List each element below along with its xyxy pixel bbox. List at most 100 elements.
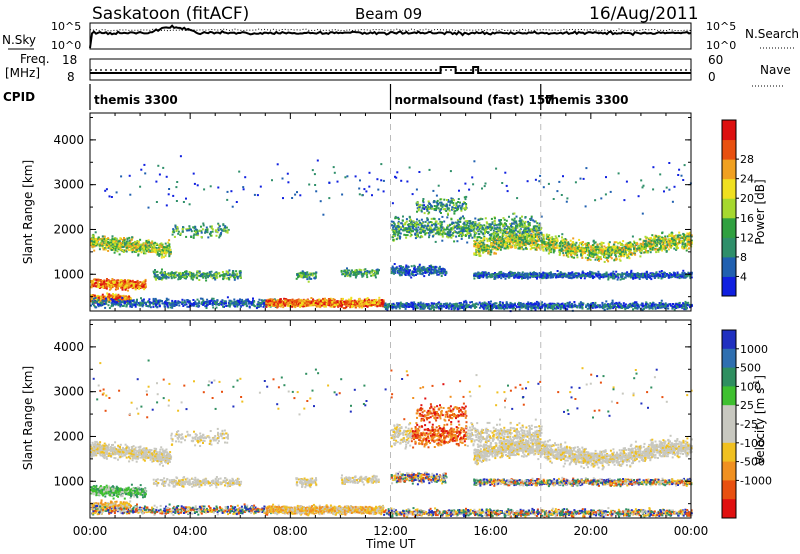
radar-cell: [135, 301, 138, 304]
radar-cell: [119, 301, 122, 304]
radar-cell: [381, 299, 383, 301]
radar-cell: [90, 298, 93, 301]
radar-cell: [399, 303, 402, 305]
radar-cell: [199, 275, 202, 278]
radar-cell: [615, 305, 618, 308]
radar-cell: [229, 304, 232, 306]
radar-cell: [595, 306, 598, 309]
radar-cell: [678, 303, 681, 306]
radar-cell: [224, 230, 227, 233]
radar-cell: [148, 304, 151, 307]
radar-cell: [160, 270, 163, 273]
radar-cell: [104, 297, 107, 300]
radar-cell: [327, 298, 330, 300]
radar-cell: [535, 306, 537, 309]
radar-cell: [646, 306, 649, 308]
radar-cell: [658, 302, 661, 304]
radar-cell: [284, 302, 287, 305]
radar-cell: [455, 302, 457, 305]
radar-cell: [448, 305, 451, 307]
radar-cell: [130, 282, 133, 285]
radar-cell: [179, 276, 182, 279]
radar-cell: [216, 272, 219, 275]
radar-cell: [167, 274, 170, 277]
radar-cell: [503, 308, 506, 311]
radar-cell: [105, 285, 108, 288]
radar-cell: [108, 307, 111, 309]
radar-cell: [118, 279, 121, 282]
radar-cell: [115, 302, 118, 304]
radar-cell: [143, 252, 145, 255]
radar-cell: [116, 250, 119, 253]
radar-cell: [212, 300, 215, 303]
radar-cell: [217, 272, 220, 275]
radar-cell: [388, 302, 391, 305]
radar-cell: [329, 299, 332, 301]
radar-cell: [533, 303, 536, 306]
radar-cell: [155, 302, 158, 305]
radar-cell: [176, 302, 179, 305]
radar-cell: [375, 298, 378, 301]
radar-cell: [412, 306, 415, 309]
radar-cell: [155, 247, 158, 249]
radar-cell: [368, 299, 371, 302]
radar-cell: [541, 306, 544, 309]
radar-cell: [671, 305, 674, 308]
radar-cell: [480, 303, 483, 306]
radar-cell: [493, 233, 495, 236]
radar-cell: [220, 232, 223, 234]
radar-cell: [137, 253, 140, 256]
radar-cell: [329, 297, 332, 300]
radar-cell: [150, 245, 153, 248]
radar-cell: [656, 304, 659, 307]
radar-cell: [675, 303, 678, 306]
radar-cell: [111, 297, 114, 300]
radar-cell: [168, 246, 171, 249]
radar-cell: [97, 286, 100, 289]
radar-cell: [247, 302, 250, 305]
radar-cell: [526, 303, 529, 305]
radar-cell: [102, 248, 105, 251]
radar-cell: [177, 230, 180, 233]
radar-cell: [317, 299, 320, 302]
radar-cell: [239, 298, 241, 301]
radar-cell: [306, 304, 309, 307]
radar-cell: [128, 301, 131, 304]
radar-cell: [118, 242, 121, 245]
radar-cell: [239, 302, 242, 305]
radar-cell: [485, 302, 488, 305]
radar-cell: [366, 297, 369, 300]
radar-cell: [227, 272, 229, 275]
radar-cell: [282, 306, 285, 309]
radar-cell: [241, 304, 244, 307]
radar-cell: [469, 301, 472, 304]
radar-cell: [466, 241, 469, 244]
radar-cell: [276, 300, 279, 303]
radar-cell: [420, 307, 423, 310]
radar-cell: [291, 301, 294, 304]
radar-cell: [116, 243, 119, 246]
radar-cell: [370, 303, 373, 306]
radar-cell: [141, 284, 143, 287]
radar-cell: [343, 273, 346, 275]
radar-cell: [574, 304, 577, 307]
radar-cell: [239, 276, 242, 279]
radar-cell: [605, 300, 608, 303]
radar-cell: [101, 235, 104, 238]
radar-cell: [377, 299, 380, 302]
radar-cell: [151, 301, 154, 304]
radar-cell: [344, 275, 347, 278]
radar-cell: [305, 304, 308, 307]
radar-cell: [108, 284, 111, 287]
radar-cell: [111, 237, 114, 240]
radar-cell: [559, 308, 562, 311]
radar-cell: [97, 278, 100, 281]
radar-cell: [155, 271, 158, 274]
radar-cell: [137, 250, 140, 253]
radar-cell: [142, 284, 145, 287]
radar-cell: [410, 302, 413, 305]
radar-cell: [123, 241, 126, 244]
radar-cell: [190, 304, 193, 307]
noise-left-label: N.Sky: [2, 33, 36, 47]
radar-cell: [237, 303, 240, 306]
